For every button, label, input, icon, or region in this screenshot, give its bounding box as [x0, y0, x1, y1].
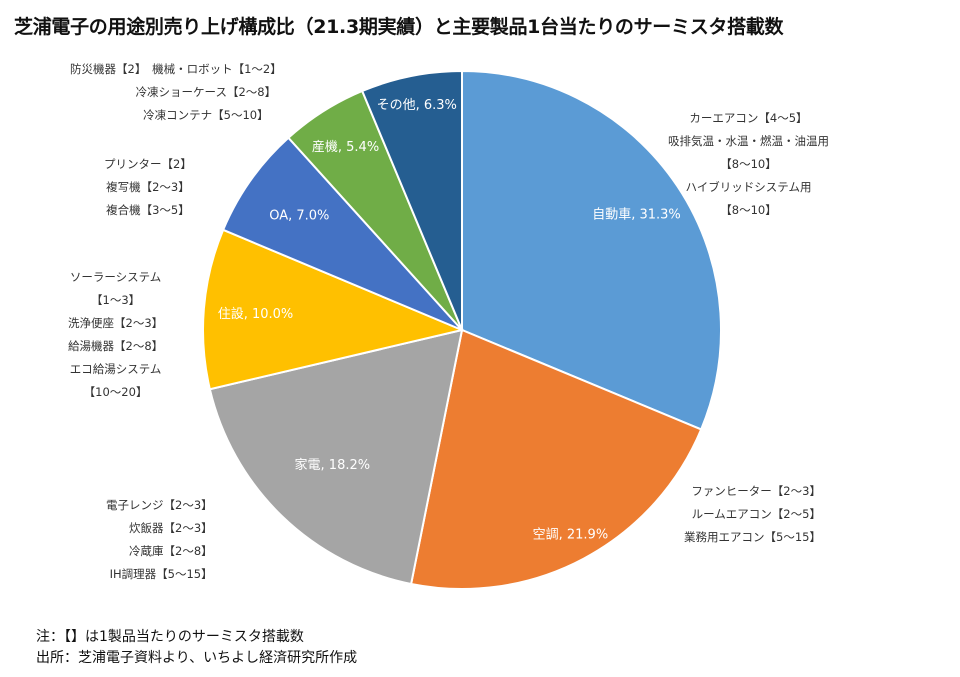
annotation-line: 複合機【3～5】	[106, 203, 190, 217]
annotation-other: 防災機器【2】 機械・ロボット【1～2】 冷凍ショーケース【2～8】 冷凍コンテ…	[70, 58, 282, 127]
annotation-line: プリンター【2】	[104, 157, 192, 171]
source-note: 出所：芝浦電子資料より、いちよし経済研究所作成	[36, 650, 358, 666]
data-label: 空調, 21.9%	[533, 527, 609, 542]
annotation-oa: プリンター【2】 複写機【2～3】 複合機【3～5】	[104, 153, 192, 222]
annotation-housing: ソーラーシステム 【1～3】 洗浄便座【2～3】 給湯機器【2～8】 エコ給湯シ…	[68, 266, 163, 404]
pie-slice-2	[208, 328, 464, 586]
data-label: その他, 6.3%	[377, 98, 457, 113]
annotation-line: 複写機【2～3】	[106, 180, 190, 194]
annotation-aircon: ファンヒーター【2～3】 ルームエアコン【2～5】 業務用エアコン【5～15】	[684, 480, 821, 549]
annotation-line: ソーラーシステム	[69, 270, 162, 284]
data-label: 住設, 10.0%	[218, 306, 294, 322]
annotation-line: 【1～3】	[91, 293, 141, 307]
annotation-auto: カーエアコン【4～5】 吸排気温・水温・燃温・油温用 【8～10】 ハイブリッド…	[668, 107, 829, 222]
annotation-line: 冷凍コンテナ【5～10】	[143, 108, 269, 122]
data-label: 家電, 18.2%	[295, 457, 371, 473]
data-label: 自動車, 31.3%	[592, 208, 681, 223]
annotation-appliance: 電子レンジ【2～3】 炊飯器【2～3】 冷蔵庫【2～8】 IH調理器【5～15】	[106, 494, 213, 586]
pie-slice-3	[202, 228, 466, 391]
annotation-line: IH調理器【5～15】	[109, 567, 213, 581]
pie-slice-6	[360, 69, 463, 331]
annotation-line: 吸排気温・水温・燃温・油温用	[668, 134, 829, 148]
annotation-line: 【10～20】	[83, 385, 148, 399]
annotation-line: ルームエアコン【2～5】	[691, 507, 821, 521]
chart-title: 芝浦電子の用途別売り上げ構成比（21.3期実績）と主要製品1台当たりのサーミスタ…	[14, 16, 784, 38]
annotation-line: 【8～10】	[720, 157, 777, 171]
data-label: OA, 7.0%	[269, 209, 329, 224]
annotation-line: カーエアコン【4～5】	[689, 111, 808, 125]
annotation-line: 炊飯器【2～3】	[129, 521, 213, 535]
footnote: 注：【】は1製品当たりのサーミスタ搭載数	[36, 629, 304, 645]
annotation-line: 冷凍ショーケース【2～8】	[135, 85, 277, 99]
annotation-line: エコ給湯システム	[69, 362, 162, 376]
annotation-line: 洗浄便座【2～3】	[68, 316, 164, 330]
annotation-line: ハイブリッドシステム用	[685, 180, 812, 194]
annotation-line: 防災機器【2】 機械・ロボット【1～2】	[70, 62, 282, 76]
data-label: 産機, 5.4%	[312, 139, 379, 155]
annotation-line: 【8～10】	[720, 203, 777, 217]
pie-slice-1	[409, 328, 703, 590]
annotation-line: 冷蔵庫【2～8】	[129, 544, 213, 558]
pie-slice-4	[221, 136, 463, 331]
annotation-line: 電子レンジ【2～3】	[106, 498, 213, 512]
annotation-line: 業務用エアコン【5～15】	[684, 530, 821, 544]
pie-slice-0	[461, 69, 722, 431]
annotation-line: 給湯機器【2～8】	[68, 339, 164, 353]
annotation-line: ファンヒーター【2～3】	[691, 484, 821, 498]
